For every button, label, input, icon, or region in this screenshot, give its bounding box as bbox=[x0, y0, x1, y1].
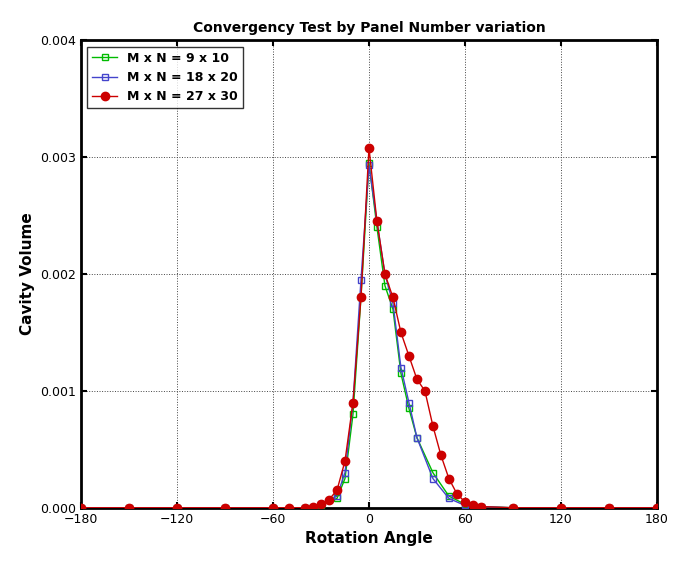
M x N = 27 x 30 bbox=[349, 399, 357, 406]
M x N = 18 x 20 bbox=[605, 504, 613, 511]
Line: M x N = 18 x 20: M x N = 18 x 20 bbox=[78, 162, 660, 511]
M x N = 27 x 30 bbox=[461, 499, 469, 505]
M x N = 18 x 20 bbox=[173, 504, 181, 511]
M x N = 9 x 10 bbox=[445, 493, 453, 500]
M x N = 18 x 20 bbox=[341, 469, 349, 476]
M x N = 27 x 30 bbox=[413, 376, 421, 383]
M x N = 9 x 10 bbox=[389, 306, 397, 313]
M x N = 9 x 10 bbox=[413, 434, 421, 441]
M x N = 27 x 30 bbox=[269, 504, 277, 511]
M x N = 9 x 10 bbox=[405, 405, 413, 412]
M x N = 18 x 20 bbox=[317, 501, 325, 508]
Line: M x N = 9 x 10: M x N = 9 x 10 bbox=[78, 160, 660, 511]
M x N = 18 x 20 bbox=[509, 504, 517, 511]
M x N = 9 x 10 bbox=[373, 224, 381, 231]
M x N = 9 x 10 bbox=[125, 504, 133, 511]
M x N = 9 x 10 bbox=[365, 160, 373, 167]
M x N = 18 x 20 bbox=[221, 504, 229, 511]
M x N = 18 x 20 bbox=[653, 504, 661, 511]
M x N = 27 x 30 bbox=[445, 475, 453, 482]
M x N = 27 x 30 bbox=[421, 388, 429, 395]
M x N = 18 x 20 bbox=[381, 271, 389, 278]
M x N = 18 x 20 bbox=[77, 504, 85, 511]
M x N = 27 x 30 bbox=[357, 294, 365, 301]
M x N = 27 x 30 bbox=[605, 504, 613, 511]
Legend: M x N = 9 x 10, M x N = 18 x 20, M x N = 27 x 30: M x N = 9 x 10, M x N = 18 x 20, M x N =… bbox=[87, 47, 243, 108]
M x N = 18 x 20 bbox=[389, 300, 397, 307]
M x N = 27 x 30 bbox=[509, 504, 517, 511]
M x N = 27 x 30 bbox=[453, 490, 461, 497]
M x N = 9 x 10 bbox=[477, 503, 485, 510]
M x N = 18 x 20 bbox=[357, 276, 365, 283]
M x N = 27 x 30 bbox=[653, 504, 661, 511]
M x N = 18 x 20 bbox=[413, 434, 421, 441]
M x N = 27 x 30 bbox=[325, 496, 333, 503]
M x N = 9 x 10 bbox=[221, 504, 229, 511]
M x N = 18 x 20 bbox=[373, 218, 381, 225]
M x N = 27 x 30 bbox=[285, 504, 293, 511]
M x N = 18 x 20 bbox=[301, 504, 309, 511]
M x N = 9 x 10 bbox=[397, 370, 405, 377]
M x N = 27 x 30 bbox=[389, 294, 397, 301]
M x N = 9 x 10 bbox=[653, 504, 661, 511]
M x N = 9 x 10 bbox=[77, 504, 85, 511]
M x N = 27 x 30 bbox=[173, 504, 181, 511]
M x N = 27 x 30 bbox=[556, 504, 565, 511]
M x N = 18 x 20 bbox=[125, 504, 133, 511]
M x N = 27 x 30 bbox=[77, 504, 85, 511]
M x N = 9 x 10 bbox=[341, 475, 349, 482]
M x N = 27 x 30 bbox=[468, 502, 477, 509]
X-axis label: Rotation Angle: Rotation Angle bbox=[305, 531, 433, 546]
M x N = 27 x 30 bbox=[397, 329, 405, 336]
M x N = 27 x 30 bbox=[365, 144, 373, 151]
M x N = 27 x 30 bbox=[405, 353, 413, 359]
M x N = 9 x 10 bbox=[429, 469, 437, 476]
M x N = 9 x 10 bbox=[461, 501, 469, 508]
M x N = 18 x 20 bbox=[349, 399, 357, 406]
M x N = 9 x 10 bbox=[301, 504, 309, 511]
M x N = 27 x 30 bbox=[221, 504, 229, 511]
M x N = 18 x 20 bbox=[429, 475, 437, 482]
M x N = 18 x 20 bbox=[556, 504, 565, 511]
M x N = 18 x 20 bbox=[461, 502, 469, 509]
M x N = 27 x 30 bbox=[437, 452, 445, 459]
M x N = 18 x 20 bbox=[397, 364, 405, 371]
M x N = 27 x 30 bbox=[341, 458, 349, 464]
M x N = 9 x 10 bbox=[333, 495, 341, 502]
M x N = 9 x 10 bbox=[556, 504, 565, 511]
M x N = 9 x 10 bbox=[269, 504, 277, 511]
M x N = 18 x 20 bbox=[445, 495, 453, 502]
M x N = 18 x 20 bbox=[269, 504, 277, 511]
M x N = 9 x 10 bbox=[173, 504, 181, 511]
M x N = 9 x 10 bbox=[381, 282, 389, 289]
M x N = 27 x 30 bbox=[125, 504, 133, 511]
M x N = 18 x 20 bbox=[405, 399, 413, 406]
M x N = 9 x 10 bbox=[605, 504, 613, 511]
M x N = 9 x 10 bbox=[349, 411, 357, 418]
M x N = 27 x 30 bbox=[373, 218, 381, 225]
Line: M x N = 27 x 30: M x N = 27 x 30 bbox=[77, 144, 661, 512]
M x N = 9 x 10 bbox=[317, 502, 325, 509]
M x N = 18 x 20 bbox=[477, 503, 485, 510]
M x N = 9 x 10 bbox=[509, 504, 517, 511]
M x N = 27 x 30 bbox=[477, 503, 485, 510]
M x N = 27 x 30 bbox=[429, 422, 437, 429]
M x N = 27 x 30 bbox=[301, 504, 309, 511]
M x N = 18 x 20 bbox=[365, 162, 373, 169]
M x N = 9 x 10 bbox=[357, 294, 365, 301]
M x N = 27 x 30 bbox=[309, 503, 317, 510]
M x N = 18 x 20 bbox=[333, 493, 341, 500]
Y-axis label: Cavity Volume: Cavity Volume bbox=[20, 213, 35, 335]
Title: Convergency Test by Panel Number variation: Convergency Test by Panel Number variati… bbox=[192, 21, 546, 35]
M x N = 27 x 30 bbox=[381, 271, 389, 278]
M x N = 27 x 30 bbox=[317, 501, 325, 508]
M x N = 27 x 30 bbox=[333, 487, 341, 494]
